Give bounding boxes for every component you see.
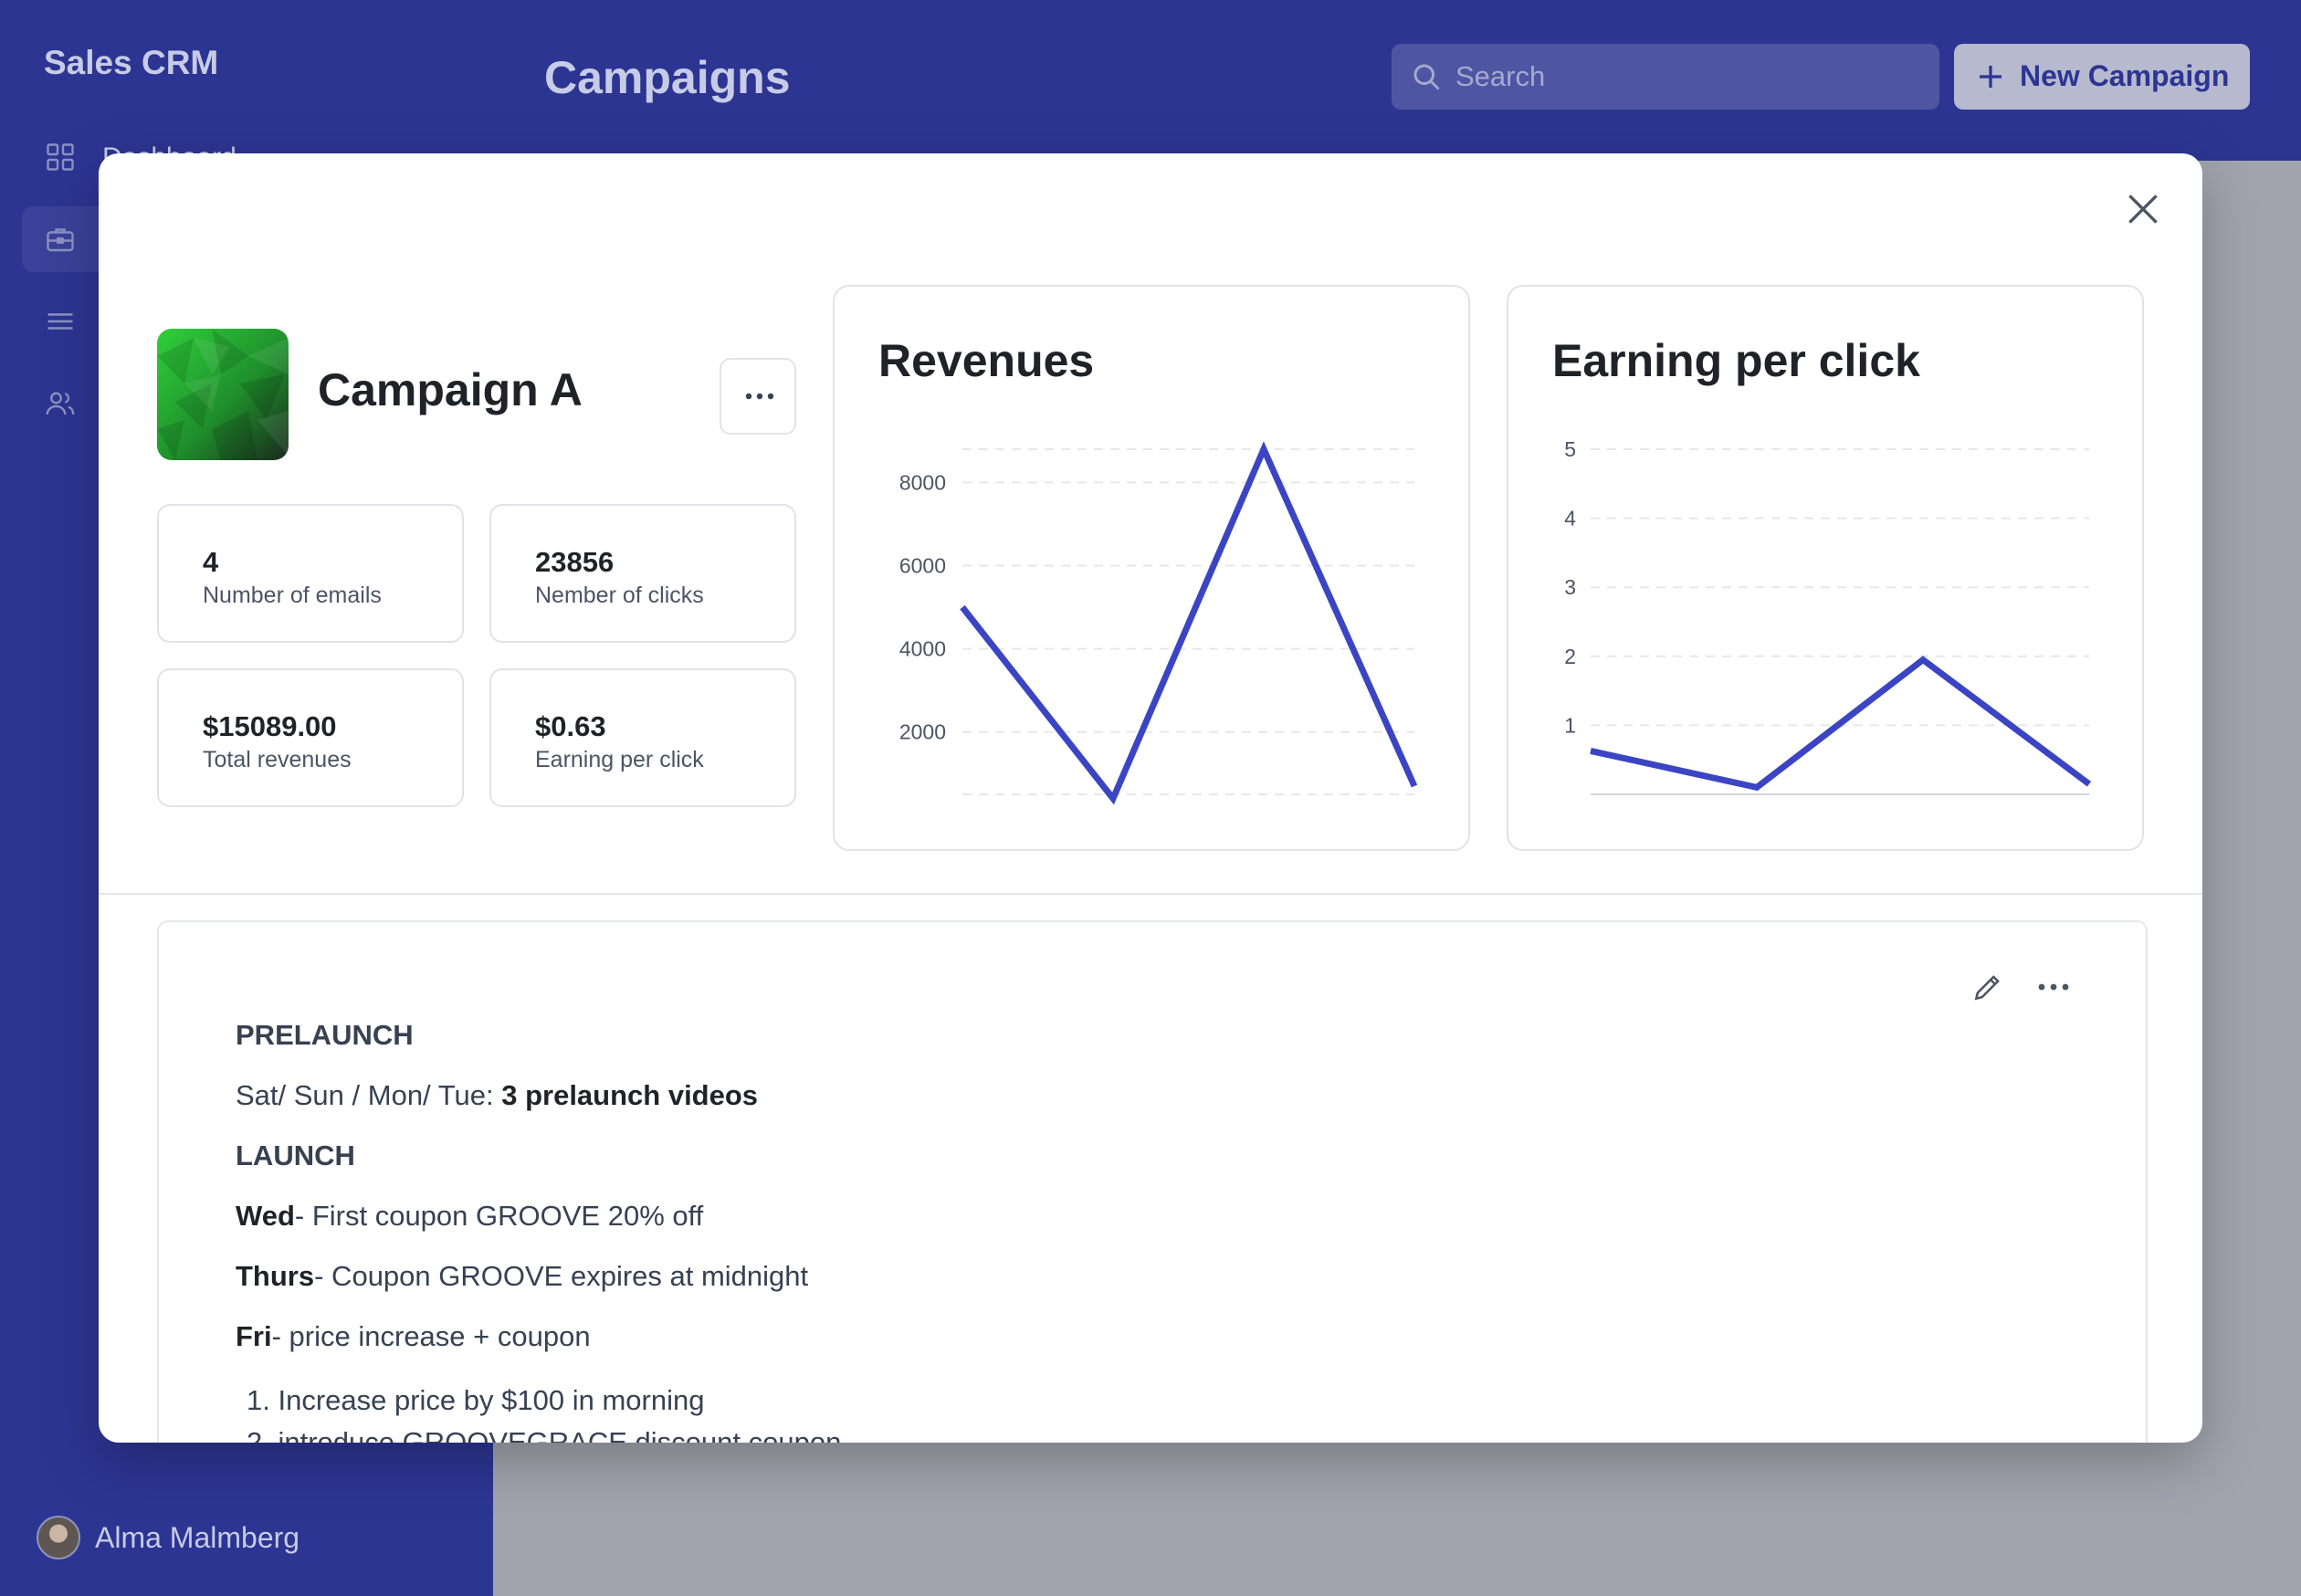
nav-item-users[interactable] [22, 371, 296, 436]
notes-day: Wed [236, 1200, 295, 1232]
campaign-logo [157, 329, 289, 460]
page-title: Campaigns [544, 52, 791, 103]
y-tick-label: 6000 [899, 554, 946, 578]
y-tick-label: 1 [1564, 713, 1576, 737]
grid-icon [47, 143, 74, 171]
stat-clicks: 23856 Nember of clicks [489, 504, 796, 643]
stat-value: 23856 [535, 546, 615, 578]
earning-per-click-chart: 1 2 3 4 5 [1564, 437, 2092, 795]
series-line [960, 441, 1418, 805]
notes-text: Sat/ Sun / Mon/ Tue: [236, 1079, 502, 1111]
menu-lines-icon [47, 313, 73, 330]
list-item: 1. Increase price by $100 in morning [247, 1384, 705, 1416]
stat-label: Total revenues [203, 747, 352, 772]
more-horizontal-icon[interactable] [2031, 970, 2076, 1004]
divider [99, 893, 2202, 895]
y-tick-label: 8000 [899, 470, 946, 494]
y-tick-label: 3 [1564, 575, 1576, 599]
notes-text: - Coupon GROOVE expires at midnight [314, 1260, 809, 1292]
stat-earning-per-click: $0.63 Earning per click [489, 668, 796, 807]
close-icon[interactable] [2120, 186, 2166, 232]
briefcase-icon [47, 228, 74, 252]
notes-heading-launch: LAUNCH [236, 1139, 355, 1171]
nav-item-list[interactable] [22, 289, 296, 354]
more-horizontal-icon [745, 393, 774, 400]
notes-fri-line: Fri- price increase + coupon [236, 1315, 1879, 1375]
list-item: 2. introduce GROOVEGRACE discount coupon [247, 1426, 842, 1443]
notes-text: - price increase + coupon [271, 1320, 591, 1352]
new-campaign-button[interactable]: New Campaign [1954, 44, 2250, 110]
y-tick-label: 4000 [899, 637, 946, 661]
notes-bold: 3 prelaunch videos [501, 1079, 759, 1111]
search-input[interactable] [1455, 44, 1921, 110]
stat-label: Nember of clicks [535, 583, 704, 608]
campaign-menu-button[interactable] [720, 358, 796, 435]
notes-day: Fri [236, 1320, 272, 1352]
stat-value: $0.63 [535, 710, 606, 742]
stat-label: Earning per click [535, 747, 704, 772]
pencil-icon[interactable] [1970, 970, 2005, 1004]
notes-list: 1. Increase price by $100 in morning 2. … [236, 1375, 1879, 1443]
brand-name: Sales CRM [44, 44, 219, 81]
search-box[interactable] [1392, 44, 1939, 110]
earning-per-click-chart-card: 1 2 3 4 5 Earning per click [1507, 285, 2144, 851]
search-icon [1413, 64, 1440, 90]
stat-value: 4 [203, 546, 219, 578]
campaign-modal: Campaign A 4 Number of emails 23856 Nemb… [99, 153, 2202, 1443]
plus-icon [1980, 66, 2002, 88]
notes-body: PRELAUNCH Sat/ Sun / Mon/ Tue: 3 prelaun… [236, 1013, 1879, 1443]
revenues-chart-card: 2000 4000 6000 8000 Revenues [833, 285, 1470, 851]
chart-title: Revenues [878, 335, 1095, 386]
avatar [37, 1516, 80, 1559]
stat-value: $15089.00 [203, 710, 337, 742]
notes-heading-prelaunch: PRELAUNCH [236, 1019, 414, 1051]
stat-revenues: $15089.00 Total revenues [157, 668, 464, 807]
y-tick-label: 5 [1564, 437, 1576, 461]
y-tick-label: 2000 [899, 720, 946, 744]
users-icon [46, 392, 75, 415]
campaign-name: Campaign A [318, 364, 583, 415]
y-tick-label: 4 [1564, 507, 1576, 530]
notes-text: - First coupon GROOVE 20% off [294, 1200, 704, 1232]
new-campaign-label: New Campaign [2020, 59, 2230, 92]
notes-day: Thurs [236, 1260, 315, 1292]
notes-wed-line: Wed- First coupon GROOVE 20% off [236, 1194, 1879, 1255]
y-tick-label: 2 [1564, 645, 1576, 668]
notes-prelaunch-line: Sat/ Sun / Mon/ Tue: 3 prelaunch videos [236, 1074, 1879, 1134]
chart-title: Earning per click [1552, 335, 1920, 386]
revenues-chart: 2000 4000 6000 8000 [899, 441, 1418, 805]
campaign-notes: PRELAUNCH Sat/ Sun / Mon/ Tue: 3 prelaun… [157, 920, 2148, 1443]
notes-thurs-line: Thurs- Coupon GROOVE expires at midnight [236, 1255, 1879, 1315]
stat-emails: 4 Number of emails [157, 504, 464, 643]
user-name: Alma Malmberg [95, 1521, 300, 1554]
stat-label: Number of emails [203, 583, 382, 608]
series-line [1590, 656, 2092, 792]
top-bar: Campaigns New Campaign [493, 0, 2301, 161]
